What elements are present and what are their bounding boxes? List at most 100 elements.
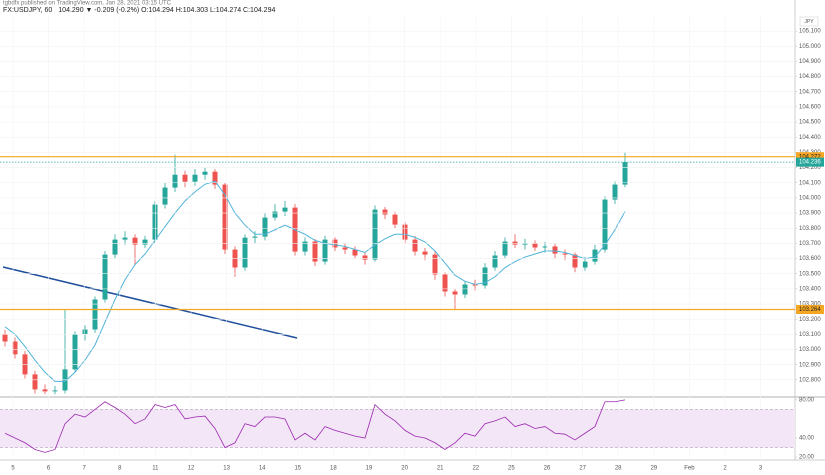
y-tick-label: 103.000 (799, 347, 821, 353)
candle-body (512, 241, 518, 245)
candle-body (442, 274, 448, 292)
level-label: 103.264 (799, 307, 821, 313)
rsi-line (4, 399, 626, 453)
candle-body (52, 390, 58, 392)
x-tick-label: 13 (223, 466, 230, 472)
candle-body (32, 374, 38, 390)
rsi-band (0, 409, 795, 448)
currency-label: JPY (804, 19, 814, 25)
y-tick-label: 103.600 (799, 256, 821, 262)
y-tick-label: 104.700 (799, 89, 821, 95)
currency-box (799, 16, 819, 27)
candle-body (82, 329, 88, 335)
x-tick-label: 8 (118, 466, 122, 472)
level-label: 104.272 (799, 154, 821, 160)
candle-body (372, 209, 378, 260)
candle-body (242, 237, 248, 268)
candle-body (172, 174, 178, 188)
candle-body (582, 261, 588, 268)
y-tick-label: 104.600 (799, 105, 821, 111)
y-tick-label: 104.400 (799, 135, 821, 141)
candle-body (362, 255, 368, 260)
candle-body (382, 209, 388, 215)
candle-body (302, 241, 308, 252)
y-tick-label: 104.100 (799, 180, 821, 186)
x-tick-label: 7 (83, 466, 87, 472)
y-tick-label: 103.200 (799, 317, 821, 323)
x-tick-label: 5 (11, 466, 15, 472)
candle-body (452, 291, 458, 295)
candle-body (312, 241, 318, 262)
y-tick-label: 103.900 (799, 211, 821, 217)
last-price-tag (796, 157, 824, 167)
candle-body (102, 254, 108, 300)
candle-body (122, 237, 128, 240)
candle-body (612, 184, 618, 200)
y-tick-label: 105.100 (799, 29, 821, 35)
x-tick-label: 28 (615, 466, 622, 472)
y-tick-label: 104.900 (799, 59, 821, 65)
candle-body (72, 334, 78, 370)
candle-body (162, 187, 168, 205)
candle-body (462, 284, 468, 295)
candle-body (202, 171, 208, 175)
level-tag (796, 304, 824, 314)
x-tick-label: 19 (366, 466, 373, 472)
candle-body (432, 254, 438, 275)
candle-body (142, 239, 148, 245)
x-tick-label: 21 (437, 466, 444, 472)
ohlc-line: 104.290 ▼ -0.209 (-0.2%) O:104.294 H:104… (58, 7, 275, 14)
candle-body (212, 171, 218, 185)
candle-body (472, 284, 478, 286)
last-price-label: 104.236 (799, 160, 821, 166)
x-tick-label: 15 (294, 466, 301, 472)
candle-body (92, 299, 98, 330)
x-tick-label: 25 (508, 466, 515, 472)
candle-body (552, 246, 558, 254)
candle-body (262, 217, 268, 237)
x-tick-label: 11 (152, 466, 159, 472)
x-tick-label: 27 (579, 466, 586, 472)
candle-body (542, 246, 548, 248)
candle-body (492, 255, 498, 268)
x-tick-label: Feb (684, 466, 695, 472)
symbol-title: FX:USDJPY, 60 (3, 7, 52, 14)
y-tick-label: 104.500 (799, 120, 821, 126)
y-tick-label: 102.800 (799, 377, 821, 383)
candle-body (412, 239, 418, 252)
candle-body (482, 267, 488, 286)
rsi-tick-label: 20.00 (799, 455, 815, 461)
x-tick-label: 29 (650, 466, 657, 472)
y-tick-label: 102.900 (799, 362, 821, 368)
x-tick-label: 26 (544, 466, 551, 472)
x-tick-label: 3 (759, 466, 763, 472)
candle-body (112, 239, 118, 255)
y-tick-label: 103.400 (799, 286, 821, 292)
candle-body (592, 249, 598, 262)
x-tick-label: 22 (472, 466, 479, 472)
y-tick-label: 103.300 (799, 302, 821, 308)
x-tick-label: 2 (723, 466, 727, 472)
candle-body (282, 207, 288, 212)
x-tick-label: 6 (47, 466, 51, 472)
candle-body (272, 211, 278, 218)
candle-body (422, 251, 428, 255)
candle-body (12, 341, 18, 355)
y-tick-label: 105.000 (799, 44, 821, 50)
x-tick-label: 14 (259, 466, 266, 472)
candle-body (342, 247, 348, 250)
y-tick-label: 103.100 (799, 332, 821, 338)
candle-body (42, 389, 48, 392)
y-tick-label: 104.200 (799, 165, 821, 171)
rsi-tick-label: 40.00 (799, 436, 815, 442)
level-tag (796, 152, 824, 162)
y-tick-label: 104.000 (799, 195, 821, 201)
x-tick-label: 18 (330, 466, 337, 472)
y-tick-label: 103.800 (799, 226, 821, 232)
candle-body (562, 253, 568, 255)
candle-body (182, 174, 188, 182)
y-tick-label: 103.500 (799, 271, 821, 277)
candle-body (602, 199, 608, 250)
trend-line (2, 266, 298, 339)
